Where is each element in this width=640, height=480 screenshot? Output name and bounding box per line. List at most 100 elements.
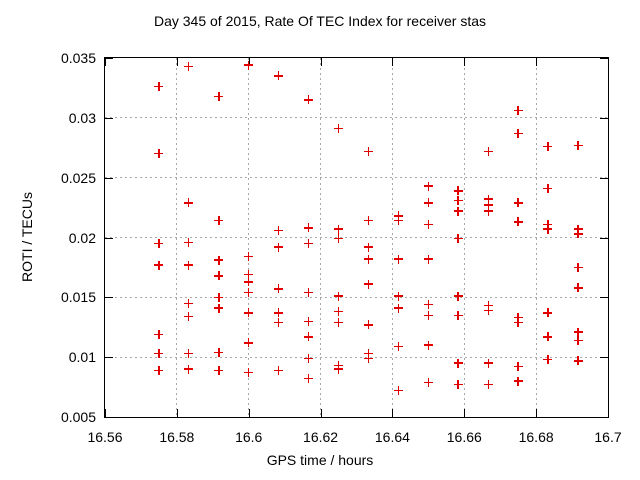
data-point-marker [154,238,164,248]
data-point-marker [513,313,523,323]
x-tick-label: 16.56 [87,429,123,445]
data-point-marker [214,365,224,375]
data-point-marker [363,279,373,289]
data-point-marker [154,349,164,359]
y-tick-right [600,58,608,59]
data-point-marker [184,61,194,71]
data-point-marker [363,146,373,156]
data-point-marker [543,224,553,234]
data-point-marker [483,301,493,311]
data-point-marker [423,181,433,191]
y-tick-left [105,297,113,299]
data-point-marker [154,82,164,92]
y-tick-right [600,117,608,119]
x-tick-top [176,58,178,66]
y-tick-left [105,417,113,418]
x-tick-bottom [248,409,250,417]
data-point-marker [423,340,433,350]
data-point-marker [483,194,493,204]
x-tick-label: 16.66 [446,429,482,445]
data-point-marker [573,335,583,345]
data-point-marker [394,291,404,301]
x-tick-bottom [464,409,466,417]
data-point-marker [363,320,373,330]
data-point-marker [244,338,254,348]
data-point-marker [483,380,493,390]
y-tick-label: 0.01 [68,349,96,366]
data-point-marker [214,292,224,302]
x-tick-label: 16.64 [374,429,410,445]
data-point-marker [394,341,404,351]
data-point-marker [573,262,583,272]
data-point-marker [304,316,314,326]
data-point-marker [423,254,433,264]
data-point-marker [453,358,463,368]
data-point-marker [334,291,344,301]
data-point-marker [334,364,344,374]
data-point-marker [304,238,314,248]
data-point-marker [214,91,224,101]
x-tick-top [464,58,466,66]
data-point-marker [573,327,583,337]
data-point-marker [184,198,194,208]
data-point-marker [274,284,284,294]
y-tick-right [600,297,608,299]
data-point-marker [214,255,224,265]
y-gridline [105,296,608,298]
data-point-marker [244,288,254,298]
data-point-marker [334,307,344,317]
x-tick-bottom [176,409,178,417]
y-tick-left [105,237,113,239]
data-point-marker [483,358,493,368]
x-tick-label: 16.6 [235,429,263,445]
data-point-marker [184,237,194,247]
data-point-marker [573,140,583,150]
data-point-marker [334,317,344,327]
x-tick-bottom [536,409,538,417]
data-point-marker [244,277,254,287]
data-point-marker [453,291,463,301]
x-tick-bottom [392,409,394,417]
y-gridline [105,177,608,179]
data-point-marker [274,242,284,252]
data-point-marker [423,300,433,309]
data-point-marker [214,303,224,313]
y-tick-label: 0.02 [68,229,96,246]
data-point-marker [543,183,553,193]
data-point-marker [363,353,373,363]
data-point-marker [214,271,224,281]
data-point-marker [214,216,224,226]
y-tick-left [105,357,113,359]
data-point-marker [543,308,553,318]
data-point-marker [394,254,404,264]
data-point-marker [573,229,583,239]
data-point-marker [154,260,164,270]
x-tick-bottom [105,409,106,417]
data-point-marker [363,254,373,264]
data-point-marker [154,329,164,339]
data-point-marker [334,124,344,134]
data-point-marker [483,206,493,216]
data-point-marker [513,376,523,386]
data-point-marker [423,219,433,229]
data-point-marker [334,224,344,234]
data-point-marker [184,298,194,308]
data-point-marker [394,211,404,221]
data-point-marker [423,377,433,387]
y-tick-right [600,417,608,418]
data-point-marker [483,146,493,156]
data-point-marker [453,186,463,196]
data-point-marker [304,288,314,298]
data-point-marker [513,106,523,116]
data-point-marker [274,308,284,318]
data-point-marker [513,217,523,227]
data-point-marker [363,242,373,252]
y-gridline [105,117,608,119]
data-point-marker [184,349,194,359]
data-point-marker [543,142,553,152]
x-tick-bottom [608,409,609,417]
y-tick-label: 0.03 [68,109,96,126]
data-point-marker [483,200,493,210]
data-point-marker [244,368,254,378]
